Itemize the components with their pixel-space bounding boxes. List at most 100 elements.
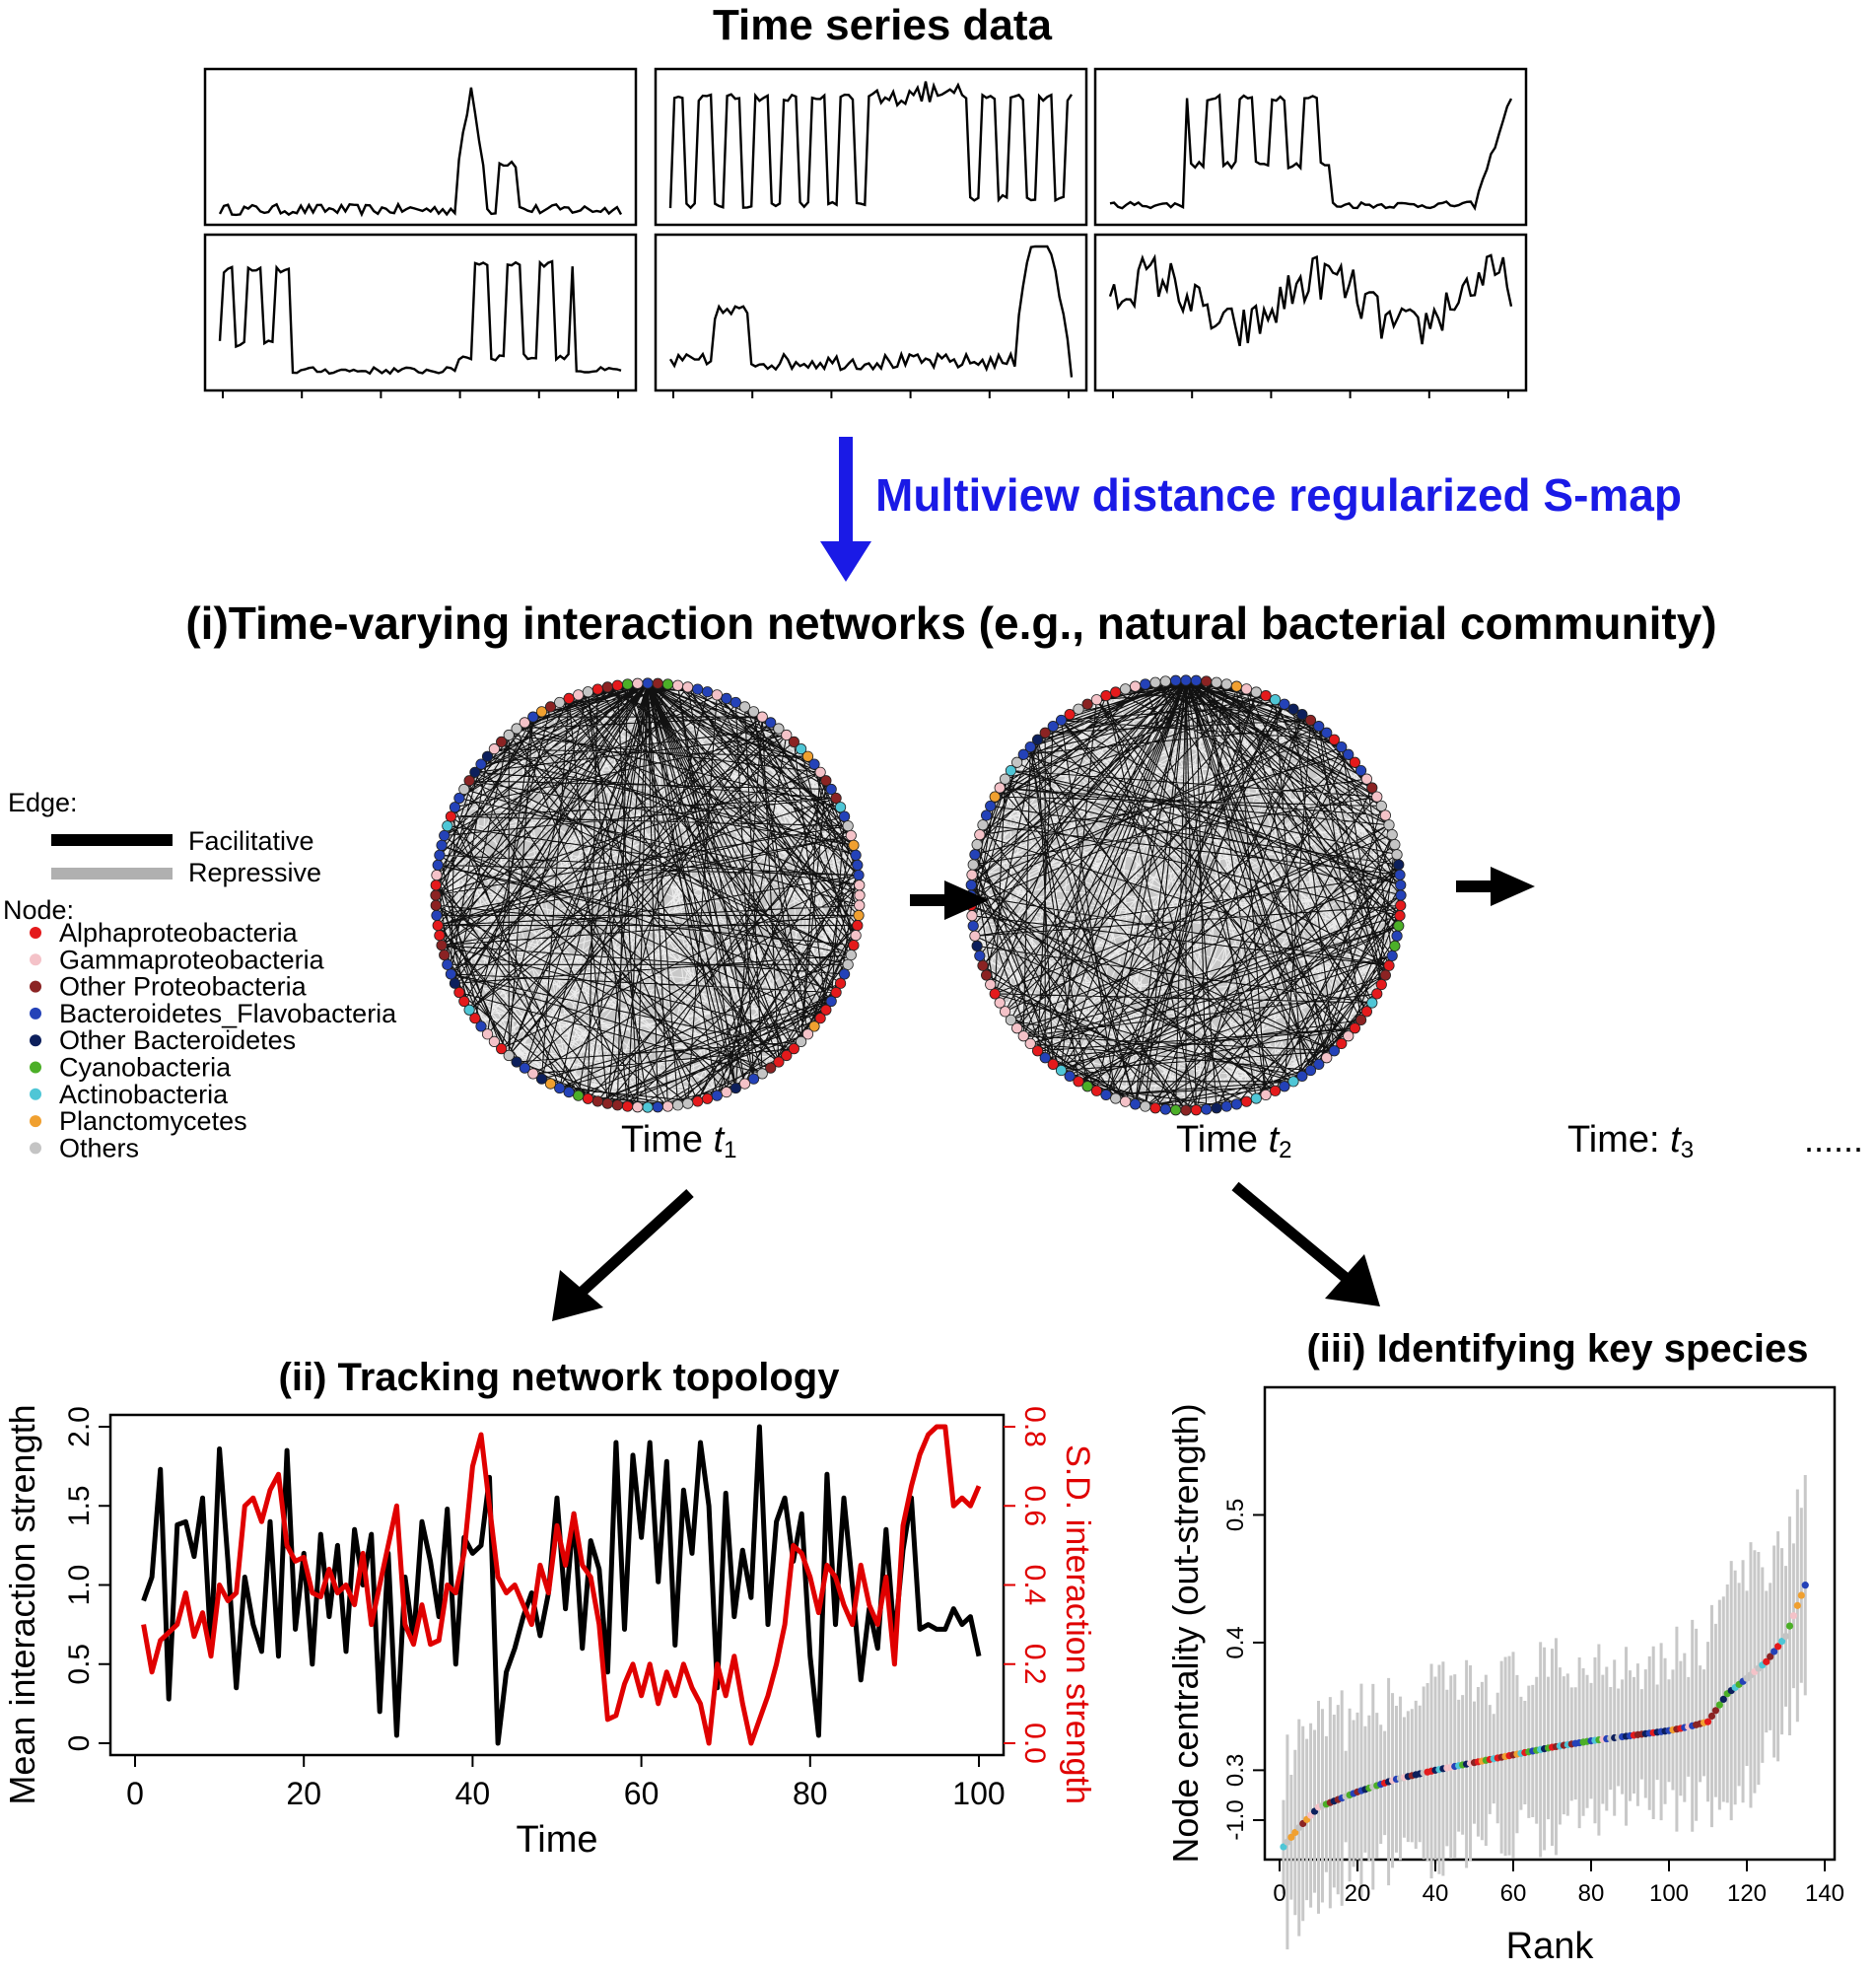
network-node <box>1149 1102 1161 1114</box>
key-species-x-tick-label: 0 <box>1273 1880 1285 1907</box>
network-node <box>1017 748 1029 760</box>
network-node <box>431 909 443 922</box>
key-species-point <box>1284 1838 1291 1846</box>
legend-node-label: Others <box>59 1133 139 1162</box>
network-node <box>1011 1022 1023 1034</box>
network-node <box>808 758 820 770</box>
network-node <box>974 950 986 962</box>
network-node <box>1201 675 1213 687</box>
network-time-2 <box>965 674 1407 1116</box>
network-node <box>850 930 862 942</box>
network-node <box>1190 674 1202 686</box>
network-node <box>765 717 777 729</box>
network-node <box>692 1095 704 1107</box>
key-species-points <box>1280 1582 1809 1851</box>
key-species-point <box>1703 1718 1712 1725</box>
network-node <box>711 689 723 701</box>
network-node <box>511 1056 522 1068</box>
network-node <box>985 978 997 991</box>
time-series-panel <box>654 67 1088 227</box>
network-node <box>853 909 865 922</box>
legend-node-label: Actinobacteria <box>59 1080 229 1109</box>
legend-node-swatch <box>30 953 41 966</box>
time-series-panel <box>203 233 638 392</box>
network-node <box>430 880 442 891</box>
network-node <box>1328 1045 1341 1057</box>
mean-strength-line <box>141 1424 982 1746</box>
network-node <box>432 919 444 932</box>
network-node <box>1000 773 1011 785</box>
network-node <box>1149 676 1161 688</box>
network-node <box>981 969 993 981</box>
key-species-x-tick-label: 20 <box>1345 1880 1371 1907</box>
network-node <box>1110 686 1122 698</box>
network-node <box>854 889 866 901</box>
key-species-chart: 0 20 40 60 80 100 120 140 0.3 0.4 0.5 -1.0 Rank Node … <box>1165 1385 1844 1967</box>
key-species-point <box>1287 1833 1295 1841</box>
network-node <box>1366 782 1378 794</box>
network-node <box>496 1043 508 1055</box>
network-node <box>692 683 704 695</box>
legend-node-swatch <box>30 1061 41 1074</box>
network-node <box>632 677 644 689</box>
legend-node-label: Gammaproteobacteria <box>59 945 325 974</box>
networks-title: (i)Time-varying interaction networks (e.… <box>185 598 1716 649</box>
network-node <box>701 1092 714 1104</box>
legend-node-heading: Node: <box>3 895 74 925</box>
network-node <box>848 940 860 951</box>
network-node <box>439 949 451 961</box>
network-node <box>981 810 993 821</box>
network-node <box>965 880 977 891</box>
network-node <box>453 792 465 805</box>
network-node <box>1393 920 1405 932</box>
network-facilitative-edges <box>435 682 861 1108</box>
network-node <box>488 1035 500 1047</box>
network-node <box>1375 978 1387 991</box>
network-node <box>1296 1070 1308 1082</box>
network-node <box>1090 1085 1103 1096</box>
network-node <box>1130 1098 1142 1110</box>
network-node <box>814 1013 826 1024</box>
network-node <box>661 1100 674 1112</box>
network-node <box>1394 910 1406 922</box>
network-node <box>611 1099 624 1111</box>
time-series-line <box>218 259 622 376</box>
topology-y2-label: S.D. interaction strength <box>1059 1444 1096 1804</box>
network-node <box>430 889 442 901</box>
network-node <box>814 766 826 778</box>
network-node <box>1005 1014 1017 1026</box>
network-node <box>1055 1064 1068 1077</box>
network-node <box>573 689 585 701</box>
network-node <box>682 1097 694 1109</box>
network-node <box>436 940 448 951</box>
network-node <box>825 783 837 796</box>
key-species-point <box>1719 1695 1727 1703</box>
network-node <box>1240 683 1253 695</box>
network-node <box>974 828 986 841</box>
time-series-panel <box>1093 67 1528 227</box>
network-node <box>1039 1052 1051 1064</box>
key-species-x-tick-label: 140 <box>1805 1880 1844 1907</box>
network-node <box>519 717 530 729</box>
key-species-point <box>1777 1638 1786 1646</box>
network-node <box>1039 727 1051 739</box>
sd-strength-line <box>141 1424 982 1746</box>
network-node <box>449 802 461 813</box>
network-node <box>496 736 508 747</box>
network-node <box>1159 675 1171 687</box>
network-node <box>1250 686 1262 698</box>
key-species-point <box>1763 1657 1771 1665</box>
time-series-title: Time series data <box>713 1 1053 49</box>
network-node <box>661 678 674 690</box>
network-node <box>481 750 494 762</box>
network-node <box>701 686 714 698</box>
network-node <box>1391 930 1403 942</box>
network-node <box>781 729 793 741</box>
network-node <box>449 977 461 989</box>
network-node <box>544 1078 557 1090</box>
network-node <box>582 686 594 698</box>
topology-y2-tick-label: 0.8 <box>1018 1406 1051 1447</box>
network-node <box>788 1043 799 1055</box>
key-species-point <box>1291 1828 1299 1837</box>
